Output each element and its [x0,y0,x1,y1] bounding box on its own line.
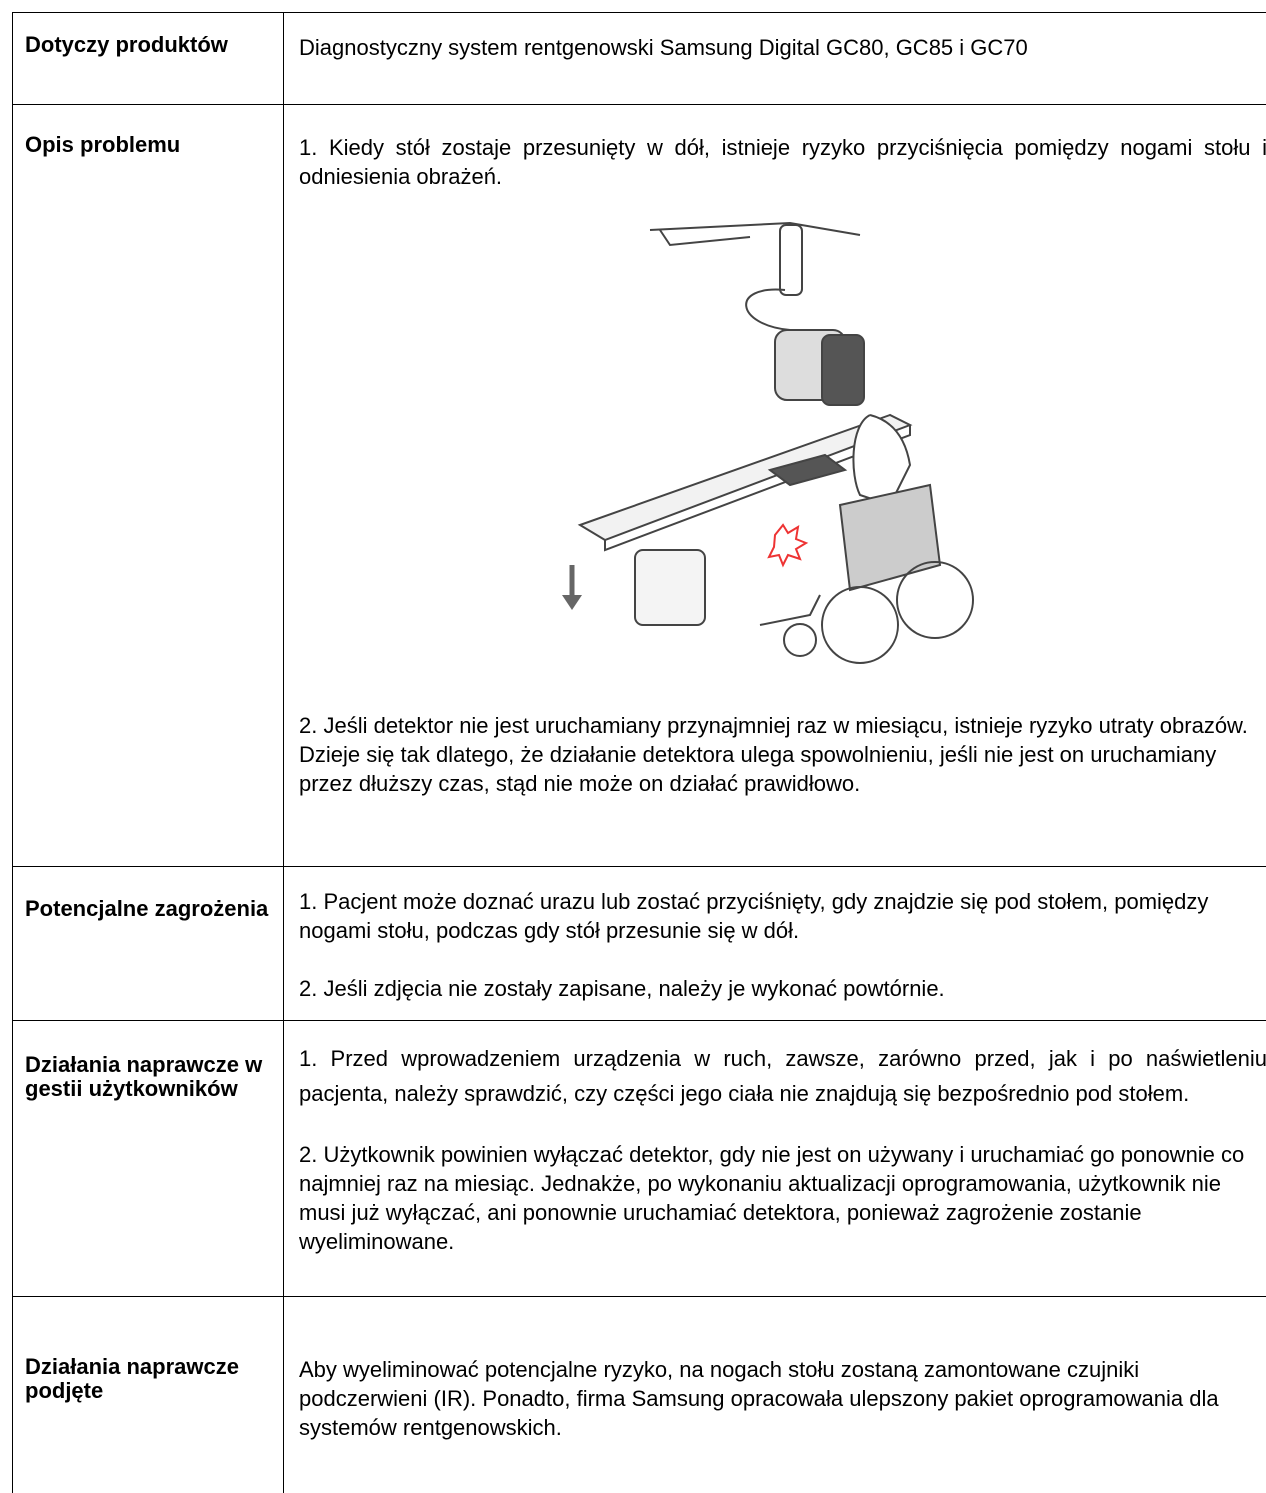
paragraph: 2. Użytkownik powinien wyłączać detektor… [299,1142,1245,1254]
row-label: Potencjalne zagrożenia [25,896,269,921]
row-label: Opis problemu [25,132,181,157]
paragraph: 1. Pacjent może doznać urazu lub zostać … [299,889,1209,943]
row-label: Działania naprawcze w gestii użytkownikó… [25,1052,263,1101]
row-content: Diagnostyczny system rentgenowski Samsun… [299,33,1266,91]
illustration [562,221,974,664]
row-label: Dotyczy produktów [25,32,228,57]
table-row: Opis problemu 1. Kiedy stół zostaje przes… [12,104,1266,866]
table-row: Działania naprawcze podjęte Aby wyelimino… [12,1296,1266,1493]
row-content: 1. Pacjent może doznać urazu lub zostać … [299,887,1266,1032]
paragraph: Aby wyeliminować potencjalne ryzyko, na … [299,1357,1219,1440]
paragraph: 1. Przed wprowadzeniem urządzenia w ruch… [299,1046,1266,1106]
row-content: 1. Przed wprowadzeniem urządzenia w ruch… [299,1041,1266,1285]
row-label: Działania naprawcze podjęte [25,1354,239,1403]
table-row: Działania naprawcze w gestii użytkownikó… [12,1020,1266,1296]
paragraph: 2. Jeśli detektor nie jest uruchamiany p… [299,713,1248,796]
table-row: Potencjalne zagrożenia 1. Pacjent może do… [12,866,1266,1020]
row-content: Aby wyeliminować potencjalne ryzyko, na … [299,1355,1266,1471]
table-row: Dotyczy produktów Diagnostyczny system re… [12,12,1266,104]
paragraph: 1. Kiedy stół zostaje przesunięty w dół,… [299,135,1266,189]
paragraph: Diagnostyczny system rentgenowski Samsun… [299,35,1028,60]
row-content: 1. Kiedy stół zostaje przesunięty w dół,… [299,133,1266,827]
paragraph: 2. Jeśli zdjęcia nie zostały zapisane, n… [299,976,945,1001]
